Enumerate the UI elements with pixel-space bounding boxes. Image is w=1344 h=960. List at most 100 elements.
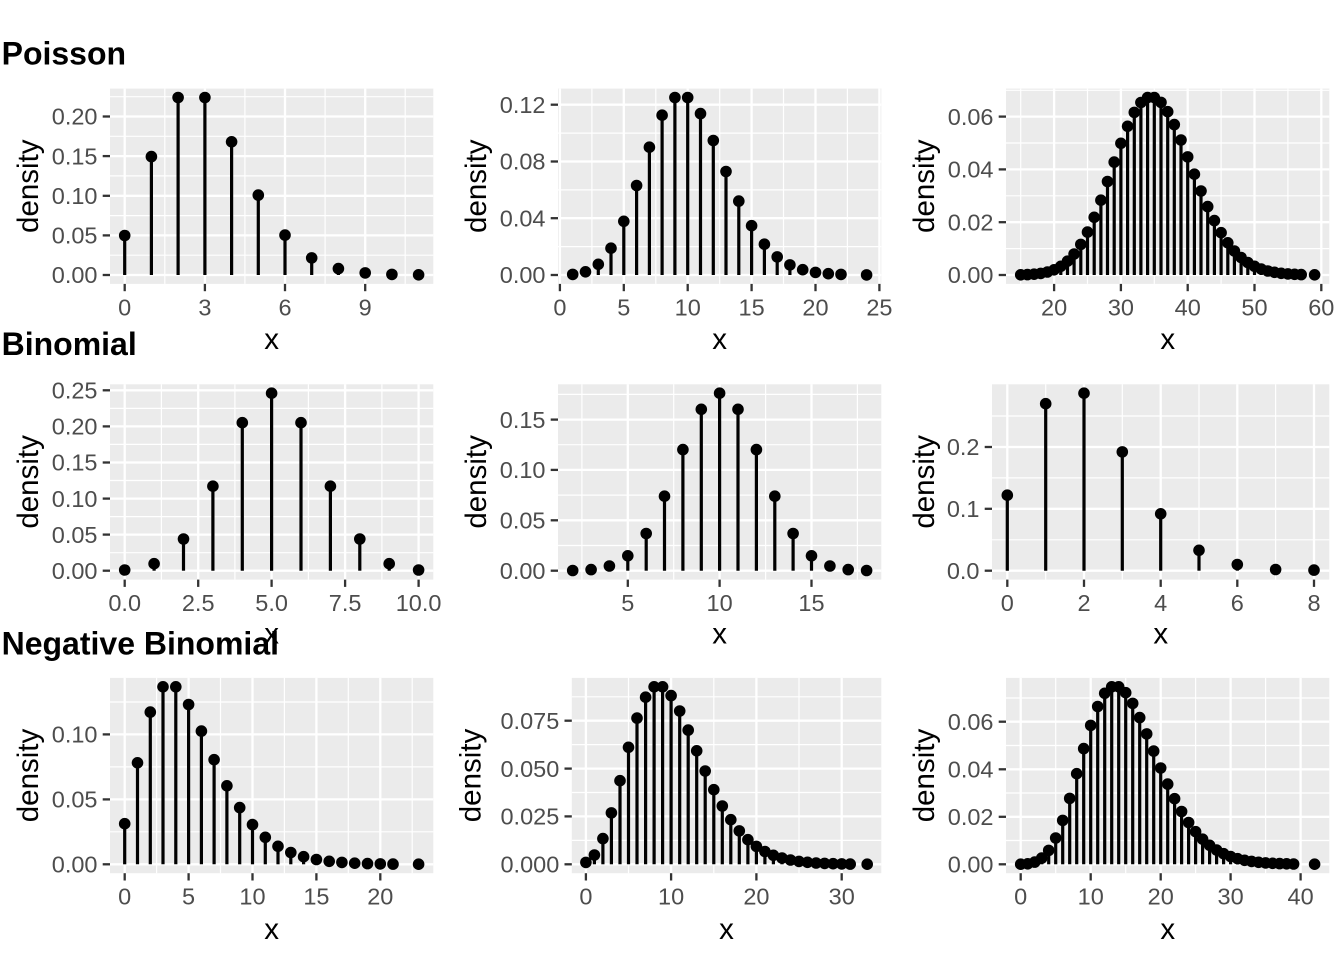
svg-text:5: 5 bbox=[617, 294, 630, 320]
svg-text:15: 15 bbox=[739, 294, 765, 320]
svg-text:0.05: 0.05 bbox=[52, 522, 98, 548]
svg-text:0: 0 bbox=[1014, 884, 1027, 910]
svg-text:0.00: 0.00 bbox=[52, 852, 98, 878]
svg-text:0.00: 0.00 bbox=[948, 262, 994, 288]
svg-text:x: x bbox=[264, 618, 279, 651]
svg-text:60: 60 bbox=[1308, 294, 1334, 320]
svg-text:40: 40 bbox=[1175, 294, 1201, 320]
svg-text:2: 2 bbox=[1077, 590, 1090, 616]
svg-text:0.0: 0.0 bbox=[947, 558, 980, 584]
svg-text:density: density bbox=[460, 139, 493, 233]
svg-text:0.12: 0.12 bbox=[500, 92, 546, 118]
svg-text:0.04: 0.04 bbox=[500, 205, 546, 231]
svg-text:0.05: 0.05 bbox=[52, 223, 98, 249]
svg-text:20: 20 bbox=[367, 884, 393, 910]
svg-text:density: density bbox=[908, 139, 941, 233]
svg-text:0.02: 0.02 bbox=[948, 209, 994, 235]
svg-text:0.04: 0.04 bbox=[948, 157, 994, 183]
svg-text:15: 15 bbox=[798, 590, 824, 616]
svg-text:10: 10 bbox=[675, 294, 701, 320]
svg-text:7.5: 7.5 bbox=[329, 590, 362, 616]
svg-text:0.06: 0.06 bbox=[948, 709, 994, 735]
svg-text:Poisson: Poisson bbox=[2, 35, 126, 71]
svg-text:0.04: 0.04 bbox=[948, 757, 994, 783]
svg-text:20: 20 bbox=[1148, 884, 1174, 910]
svg-text:10: 10 bbox=[658, 884, 684, 910]
svg-text:density: density bbox=[454, 729, 487, 823]
svg-text:25: 25 bbox=[866, 294, 892, 320]
svg-text:0.15: 0.15 bbox=[500, 407, 546, 433]
svg-text:0.00: 0.00 bbox=[500, 558, 546, 584]
svg-text:0: 0 bbox=[118, 884, 131, 910]
svg-text:5.0: 5.0 bbox=[255, 590, 288, 616]
svg-text:density: density bbox=[460, 435, 493, 529]
svg-text:0.0: 0.0 bbox=[108, 590, 141, 616]
svg-text:30: 30 bbox=[1108, 294, 1134, 320]
svg-text:density: density bbox=[908, 729, 941, 823]
svg-text:x: x bbox=[712, 323, 727, 356]
svg-text:4: 4 bbox=[1154, 590, 1167, 616]
svg-text:10: 10 bbox=[239, 884, 265, 910]
svg-text:50: 50 bbox=[1241, 294, 1267, 320]
svg-text:density: density bbox=[12, 139, 45, 233]
svg-text:x: x bbox=[719, 913, 734, 946]
svg-text:0: 0 bbox=[118, 294, 131, 320]
svg-text:0: 0 bbox=[1001, 590, 1014, 616]
svg-text:5: 5 bbox=[182, 884, 195, 910]
svg-text:20: 20 bbox=[1041, 294, 1067, 320]
svg-text:9: 9 bbox=[359, 294, 372, 320]
svg-text:10: 10 bbox=[1078, 884, 1104, 910]
svg-text:20: 20 bbox=[802, 294, 828, 320]
svg-text:0.1: 0.1 bbox=[947, 496, 980, 522]
svg-text:x: x bbox=[1160, 323, 1175, 356]
svg-text:10.0: 10.0 bbox=[396, 590, 442, 616]
svg-text:8: 8 bbox=[1307, 590, 1320, 616]
svg-text:x: x bbox=[712, 618, 727, 651]
svg-text:density: density bbox=[12, 729, 45, 823]
svg-text:0.02: 0.02 bbox=[948, 804, 994, 830]
svg-text:0.10: 0.10 bbox=[52, 183, 98, 209]
svg-text:0.000: 0.000 bbox=[500, 852, 559, 878]
svg-text:0: 0 bbox=[553, 294, 566, 320]
svg-text:6: 6 bbox=[1231, 590, 1244, 616]
svg-text:2.5: 2.5 bbox=[182, 590, 215, 616]
svg-text:0.10: 0.10 bbox=[52, 722, 98, 748]
svg-text:x: x bbox=[264, 323, 279, 356]
svg-text:30: 30 bbox=[829, 884, 855, 910]
svg-text:Negative Binomial: Negative Binomial bbox=[2, 625, 279, 661]
svg-text:0.20: 0.20 bbox=[52, 414, 98, 440]
svg-text:15: 15 bbox=[303, 884, 329, 910]
svg-text:0.025: 0.025 bbox=[500, 804, 559, 830]
svg-text:0.10: 0.10 bbox=[52, 486, 98, 512]
svg-text:0.00: 0.00 bbox=[52, 262, 98, 288]
svg-text:0.05: 0.05 bbox=[500, 508, 546, 534]
svg-text:0.15: 0.15 bbox=[52, 143, 98, 169]
svg-text:0.05: 0.05 bbox=[52, 787, 98, 813]
svg-text:x: x bbox=[264, 913, 279, 946]
svg-text:0.15: 0.15 bbox=[52, 450, 98, 476]
svg-text:10: 10 bbox=[707, 590, 733, 616]
svg-text:0.075: 0.075 bbox=[500, 708, 559, 734]
svg-text:20: 20 bbox=[743, 884, 769, 910]
svg-text:density: density bbox=[908, 435, 941, 529]
svg-text:0.25: 0.25 bbox=[52, 378, 98, 404]
svg-text:0.00: 0.00 bbox=[52, 558, 98, 584]
svg-text:30: 30 bbox=[1218, 884, 1244, 910]
svg-text:0: 0 bbox=[579, 884, 592, 910]
svg-text:0.06: 0.06 bbox=[948, 104, 994, 130]
svg-text:40: 40 bbox=[1288, 884, 1314, 910]
svg-text:0.00: 0.00 bbox=[500, 262, 546, 288]
svg-text:0.08: 0.08 bbox=[500, 149, 546, 175]
svg-text:0.20: 0.20 bbox=[52, 104, 98, 130]
svg-text:0.2: 0.2 bbox=[947, 434, 980, 460]
svg-text:Binomial: Binomial bbox=[2, 326, 137, 362]
svg-text:6: 6 bbox=[278, 294, 291, 320]
svg-text:0.10: 0.10 bbox=[500, 457, 546, 483]
svg-text:5: 5 bbox=[621, 590, 634, 616]
svg-text:3: 3 bbox=[198, 294, 211, 320]
svg-text:0.00: 0.00 bbox=[948, 852, 994, 878]
svg-text:0.050: 0.050 bbox=[500, 756, 559, 782]
svg-text:x: x bbox=[1153, 618, 1168, 651]
svg-text:x: x bbox=[1160, 913, 1175, 946]
svg-text:density: density bbox=[12, 435, 45, 529]
